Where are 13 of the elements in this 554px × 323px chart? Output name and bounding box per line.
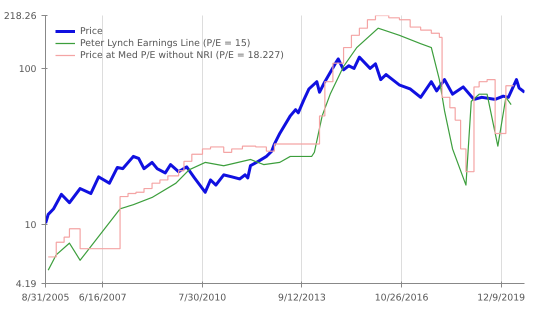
x-tick-label: 9/12/2013 [278, 292, 326, 304]
legend-label: Price [80, 25, 103, 37]
y-tick-label: 100 [18, 64, 37, 75]
x-tick-label: 8/31/2005 [22, 292, 70, 304]
legend-label: Peter Lynch Earnings Line (P/E = 15) [80, 37, 250, 49]
x-tick-label: 12/9/2019 [477, 292, 526, 304]
legend-label: Price at Med P/E without NRI (P/E = 18.227) [80, 49, 284, 61]
x-tick-label: 6/16/2007 [78, 292, 127, 304]
x-tick-label: 7/30/2010 [178, 292, 226, 304]
y-tick-label: 10 [24, 220, 37, 232]
y-tick-label: 4.19 [16, 279, 37, 290]
y-tick-label: 218.26 [4, 11, 37, 22]
x-tick-label: 10/26/2016 [374, 292, 429, 304]
